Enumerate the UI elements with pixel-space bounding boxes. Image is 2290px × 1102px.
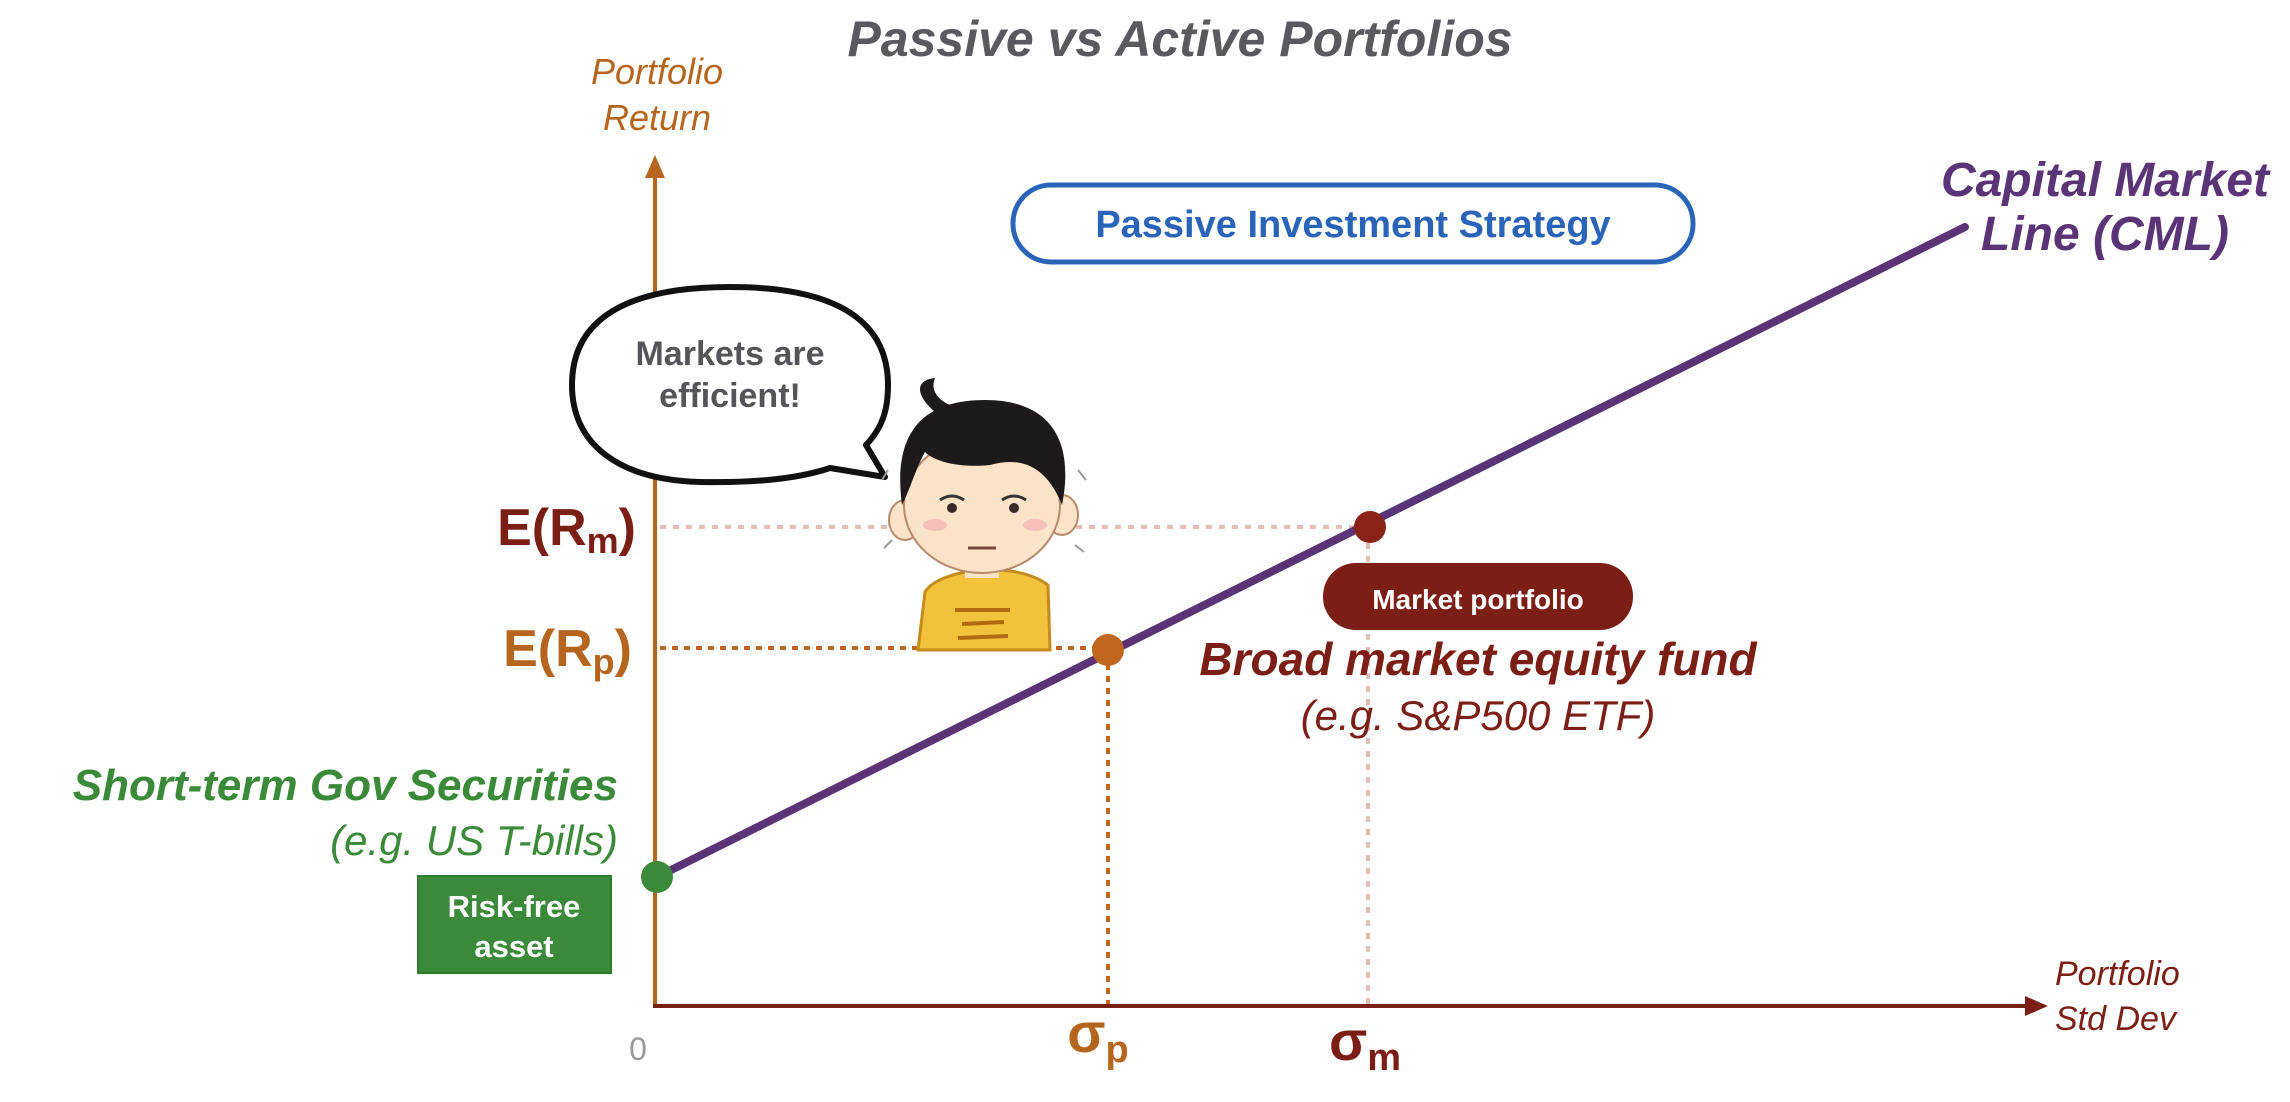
risk-free-point [641, 861, 673, 893]
portfolio-stddev-subscript: p [1106, 1029, 1129, 1071]
x-axis-label-line2: Std Dev [2055, 1000, 2178, 1038]
risk-free-example: (e.g. US T-bills) [330, 817, 618, 864]
portfolio-return-subscript: p [593, 641, 615, 682]
portfolio-return-label: E(Rp) [503, 620, 632, 682]
cartoon-girl-illustration [881, 378, 1087, 652]
x-axis-arrow [2025, 996, 2048, 1016]
risk-free-label: Short-term Gov Securities [73, 761, 618, 810]
portfolio-stddev-base: σ [1067, 1001, 1105, 1064]
risk-free-badge [417, 875, 612, 974]
x-axis-label-line1: Portfolio [2055, 955, 2180, 993]
market-stddev-label: σm [1329, 1009, 1401, 1079]
passive-strategy-label: Passive Investment Strategy [1095, 204, 1610, 246]
market-portfolio-badge [1323, 563, 1633, 630]
origin-label: 0 [629, 1031, 647, 1067]
market-return-close: ) [619, 499, 636, 557]
y-axis-label-line2: Return [603, 97, 711, 138]
cml-label-line2: Line (CML) [1981, 208, 2229, 261]
market-fund-example: (e.g. S&P500 ETF) [1301, 692, 1656, 739]
market-return-label: E(Rm) [497, 499, 636, 561]
portfolio-stddev-label: σp [1067, 1001, 1129, 1071]
portfolio-return-base: E(R [503, 620, 593, 678]
market-portfolio-badge-label: Market portfolio [1372, 584, 1584, 615]
risk-free-badge-line2: asset [474, 929, 553, 964]
passive-strategy-box [1010, 182, 1696, 265]
cml-label-line1: Capital Market [1941, 154, 2271, 207]
market-return-subscript: m [587, 520, 619, 561]
diagram-title: Passive vs Active Portfolios [847, 11, 1512, 67]
y-axis-arrow [645, 155, 665, 178]
y-axis-label-line1: Portfolio [591, 51, 723, 92]
capital-market-line [653, 223, 1969, 881]
speech-bubble-line2: efficient! [659, 377, 801, 415]
market-fund-label: Broad market equity fund [1199, 633, 1757, 685]
market-return-base: E(R [497, 499, 587, 557]
risk-free-badge-line1: Risk-free [448, 889, 581, 924]
passive-portfolio-point [1092, 634, 1124, 666]
speech-bubble: Markets are efficient! [569, 284, 891, 486]
market-stddev-base: σ [1329, 1009, 1367, 1072]
market-portfolio-point [1354, 511, 1386, 543]
market-stddev-subscript: m [1367, 1037, 1401, 1079]
portfolio-return-close: ) [615, 620, 632, 678]
speech-bubble-line1: Markets are [635, 335, 824, 373]
